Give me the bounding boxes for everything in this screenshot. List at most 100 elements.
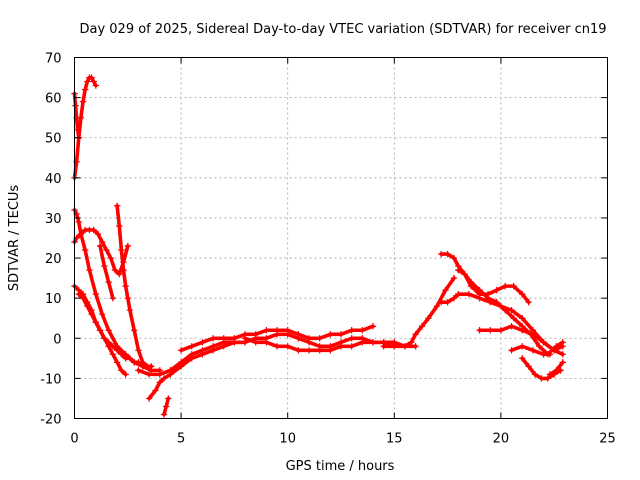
data-point <box>450 294 458 302</box>
data-point <box>135 347 142 354</box>
data-point <box>77 230 85 238</box>
data-point <box>101 335 108 342</box>
data-point <box>497 327 505 334</box>
data-point <box>551 347 558 354</box>
data-point <box>327 331 334 338</box>
x-tick-label: 15 <box>386 432 403 447</box>
data-point <box>438 298 445 306</box>
data-point <box>538 375 545 382</box>
data-series-arc-21 <box>546 359 566 378</box>
data-point <box>148 367 155 374</box>
data-point <box>143 363 151 370</box>
data-point <box>316 347 323 354</box>
data-series-arc-8 <box>96 242 117 302</box>
data-point <box>252 339 259 346</box>
data-point <box>116 222 123 230</box>
data-point <box>188 343 195 350</box>
data-point <box>348 335 355 342</box>
y-tick-label: -10 <box>40 372 61 387</box>
data-layer <box>71 74 566 418</box>
data-point <box>493 286 500 294</box>
data-point <box>156 371 163 378</box>
data-series-arc-18 <box>476 323 566 354</box>
data-point <box>84 78 91 85</box>
data-series-arc-1 <box>71 74 100 182</box>
data-point <box>90 226 97 234</box>
data-point <box>305 335 313 342</box>
data-point <box>111 266 119 274</box>
data-series-arc-10 <box>160 395 172 418</box>
data-point <box>544 375 552 382</box>
series-trace <box>98 244 115 300</box>
data-point <box>209 343 217 350</box>
data-point <box>88 74 95 81</box>
data-series-arc-16 <box>438 290 566 358</box>
data-point <box>337 331 345 338</box>
data-point <box>92 319 100 326</box>
y-tick-label: 30 <box>45 212 62 227</box>
data-point <box>160 411 168 418</box>
data-point <box>124 242 131 250</box>
data-point <box>493 298 500 306</box>
data-point <box>220 335 227 342</box>
data-series-arc-20 <box>508 343 554 358</box>
data-point <box>519 355 526 362</box>
data-series-arc-13 <box>241 335 398 354</box>
y-tick-label: 10 <box>45 292 62 307</box>
data-point <box>484 294 492 302</box>
data-point <box>177 347 185 354</box>
data-point <box>135 359 142 366</box>
series-trace <box>456 268 565 357</box>
data-point <box>433 302 441 310</box>
data-point <box>75 218 82 226</box>
data-point <box>508 347 515 354</box>
data-point <box>109 351 117 358</box>
data-point <box>99 238 106 246</box>
data-point <box>476 286 483 294</box>
x-tick-label: 0 <box>70 432 78 447</box>
data-point <box>145 395 153 402</box>
data-point <box>391 343 398 350</box>
data-point <box>508 307 515 314</box>
data-point <box>519 343 526 350</box>
data-point <box>124 294 131 302</box>
data-series-arc-4 <box>113 202 155 370</box>
data-point <box>105 327 112 334</box>
data-point <box>408 339 415 346</box>
series-trace <box>381 276 456 349</box>
data-point <box>467 278 475 286</box>
data-point <box>107 254 114 262</box>
data-point <box>559 343 566 350</box>
data-point <box>425 315 432 322</box>
data-point <box>369 323 377 330</box>
data-point <box>359 327 366 334</box>
data-point <box>295 347 302 354</box>
data-point <box>465 290 473 298</box>
data-point <box>252 331 259 338</box>
data-point <box>113 359 121 366</box>
data-point <box>162 403 170 410</box>
y-tick-label: 0 <box>53 332 61 347</box>
data-point <box>327 347 334 354</box>
data-point <box>113 202 121 210</box>
data-point <box>103 246 110 254</box>
data-point <box>531 371 539 378</box>
data-point <box>529 347 537 354</box>
y-tick-label: 50 <box>45 132 62 147</box>
data-point <box>165 395 172 402</box>
y-tick-label: 20 <box>45 252 62 267</box>
data-point <box>553 367 560 374</box>
data-point <box>540 351 547 358</box>
data-point <box>156 379 163 386</box>
series-trace <box>115 204 154 369</box>
data-point <box>487 327 494 334</box>
y-tick-label: 70 <box>45 52 62 67</box>
data-point <box>438 250 445 258</box>
data-point <box>519 290 526 298</box>
grid <box>74 57 608 419</box>
data-point <box>348 343 355 350</box>
data-point <box>525 363 532 370</box>
data-point <box>122 371 129 378</box>
data-point <box>113 347 121 354</box>
data-point <box>72 102 79 109</box>
